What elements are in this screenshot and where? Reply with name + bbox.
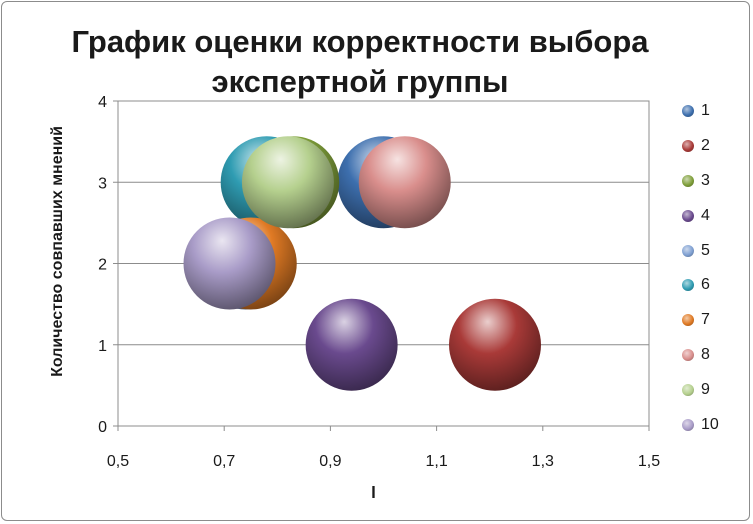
y-axis-title: Количество совпавших мнений	[49, 126, 66, 377]
legend-swatch	[682, 348, 694, 361]
bubble-10	[183, 217, 276, 310]
legend-item: 7	[682, 303, 742, 338]
legend-item: 4	[682, 198, 742, 233]
legend-label: 6	[701, 276, 710, 294]
legend-item: 9	[682, 372, 742, 407]
y-tick-label: 1	[98, 338, 107, 355]
bubble-8	[358, 136, 451, 229]
legend-label: 7	[701, 311, 710, 329]
legend-label: 8	[701, 345, 710, 363]
legend-swatch	[682, 174, 694, 187]
legend-item: 5	[682, 233, 742, 268]
legend-swatch	[682, 314, 694, 327]
bubble-4	[305, 298, 398, 391]
legend-label: 4	[701, 206, 710, 224]
legend-label: 5	[701, 241, 710, 259]
y-tick-label: 4	[98, 94, 107, 111]
chart-title: График оценки корректности выбора экспер…	[71, 24, 649, 99]
legend-swatch	[682, 279, 694, 292]
legend-item: 6	[682, 268, 742, 303]
legend-label: 1	[701, 102, 710, 120]
legend-swatch	[682, 140, 694, 153]
legend-swatch	[682, 383, 694, 396]
x-tick-label: 0,7	[213, 453, 235, 470]
legend-item: 1	[682, 94, 742, 129]
legend-item: 2	[682, 129, 742, 164]
x-tick-label: 1,1	[425, 453, 447, 470]
legend-label: 2	[701, 137, 710, 155]
x-axis-title: l	[371, 483, 376, 502]
legend-item: 10	[682, 407, 742, 442]
y-tick-label: 0	[98, 419, 107, 436]
legend-swatch	[682, 209, 694, 222]
y-tick-label: 3	[98, 175, 107, 192]
legend-item: 8	[682, 338, 742, 373]
legend-label: 3	[701, 171, 710, 189]
x-tick-label: 0,9	[319, 453, 341, 470]
axis-layer	[113, 100, 650, 431]
legend-label: 10	[701, 415, 719, 433]
y-tick-label: 2	[98, 257, 107, 274]
legend-swatch	[682, 105, 694, 118]
legend-item: 3	[682, 164, 742, 199]
legend: 1 2 3 4 5 6 7 8 9 10	[682, 94, 742, 442]
x-tick-label: 0,5	[107, 453, 129, 470]
legend-swatch	[682, 418, 694, 431]
x-tick-label: 1,5	[638, 453, 660, 470]
bubble-2	[449, 298, 542, 391]
label-layer: 0 1 2 3 4 0,5 0,7 0,9 1,1 1,3 1,5 l Количество совпа…	[49, 94, 660, 502]
x-tick-label: 1,3	[532, 453, 554, 470]
legend-label: 9	[701, 380, 710, 398]
bubble-layer	[183, 136, 542, 391]
bubble-9	[241, 136, 334, 229]
legend-swatch	[682, 244, 694, 257]
